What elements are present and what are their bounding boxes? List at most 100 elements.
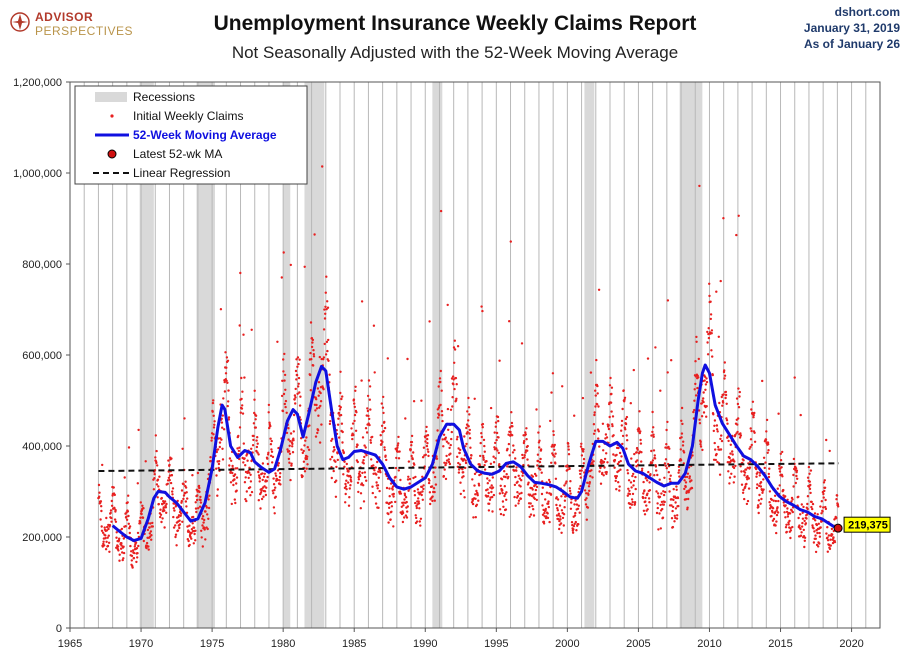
claim-point (792, 485, 795, 488)
claim-point (723, 374, 727, 377)
claim-point (382, 395, 385, 399)
claim-point (490, 484, 493, 487)
claim-point (307, 448, 311, 451)
claim-point (319, 391, 322, 395)
claim-point (421, 490, 424, 493)
claim-point (121, 558, 124, 562)
claim-point (552, 433, 555, 437)
claim-point (436, 416, 440, 419)
claim-point (465, 426, 468, 430)
claim-point (828, 449, 831, 453)
claim-point (483, 444, 486, 448)
claim-point (731, 453, 734, 456)
claim-point (579, 472, 582, 476)
claim-point (676, 496, 680, 500)
claim-point (504, 492, 507, 496)
claim-point (491, 495, 494, 499)
claim-point (803, 519, 806, 523)
claim-point (137, 544, 140, 548)
claim-point (701, 448, 704, 452)
claim-point (748, 466, 752, 469)
claim-point (519, 485, 522, 488)
claim-point (705, 405, 708, 408)
claim-point (732, 481, 735, 484)
claim-point (288, 450, 291, 453)
claim-point (462, 471, 465, 474)
claim-point (492, 461, 496, 464)
claim-point (433, 490, 436, 494)
claim-point (568, 487, 571, 490)
claim-point (665, 467, 668, 470)
claim-point (299, 395, 302, 398)
claim-point (473, 472, 477, 476)
claim-point (648, 489, 652, 492)
claim-point (737, 214, 740, 217)
claim-point (531, 504, 534, 508)
claim-point (620, 455, 623, 458)
claim-point (712, 458, 716, 461)
claim-point (375, 473, 378, 476)
claim-point (481, 422, 485, 426)
claim-point (229, 481, 233, 484)
claim-point (267, 411, 270, 414)
claim-point (814, 537, 817, 540)
claim-point (748, 447, 751, 450)
claim-point (130, 559, 133, 562)
chart-title: Unemployment Insurance Weekly Claims Rep… (213, 12, 697, 35)
claim-point (543, 511, 546, 515)
claim-point (680, 432, 684, 435)
claim-point (818, 535, 822, 538)
claim-point (515, 466, 518, 469)
claim-point (170, 457, 173, 460)
claim-point (674, 507, 678, 510)
claim-point (710, 349, 713, 352)
claim-point (550, 391, 553, 394)
claim-point (646, 492, 649, 495)
claim-point (562, 524, 565, 527)
claim-point (684, 481, 688, 484)
claim-point (201, 545, 204, 548)
claim-point (664, 458, 668, 461)
claim-point (308, 424, 311, 427)
claim-point (662, 493, 666, 497)
claim-point (410, 454, 413, 458)
claim-point (537, 431, 540, 434)
claim-point (824, 498, 827, 502)
claim-point (583, 489, 587, 492)
claim-point (632, 368, 635, 372)
claim-point (517, 499, 521, 502)
claim-point (651, 410, 654, 414)
claim-point (212, 414, 215, 417)
claim-point (340, 397, 343, 401)
claim-point (743, 497, 746, 501)
claim-point (104, 537, 107, 540)
claim-point (474, 516, 477, 519)
claim-point (657, 528, 660, 531)
claim-point (656, 502, 659, 505)
claim-point (387, 521, 390, 524)
claim-point (451, 375, 455, 378)
claim-point (724, 393, 728, 397)
claim-point (502, 513, 505, 517)
claim-point (136, 556, 139, 559)
claim-point (804, 522, 808, 525)
claim-point (426, 442, 429, 445)
claim-point (453, 361, 456, 364)
claim-point (753, 411, 756, 415)
claim-point (322, 388, 325, 391)
claim-point (755, 486, 759, 490)
claim-point (750, 429, 753, 433)
claim-point (361, 471, 364, 475)
claim-point (534, 492, 537, 496)
claim-point (348, 496, 351, 499)
claim-point (149, 530, 153, 533)
claim-point (806, 476, 810, 479)
claim-point (229, 470, 232, 473)
claim-point (740, 470, 743, 473)
claim-point (570, 501, 573, 504)
claim-point (309, 351, 312, 355)
claim-point (719, 448, 723, 451)
claim-point (263, 472, 266, 475)
claim-point (274, 472, 277, 475)
claim-point (707, 336, 711, 340)
